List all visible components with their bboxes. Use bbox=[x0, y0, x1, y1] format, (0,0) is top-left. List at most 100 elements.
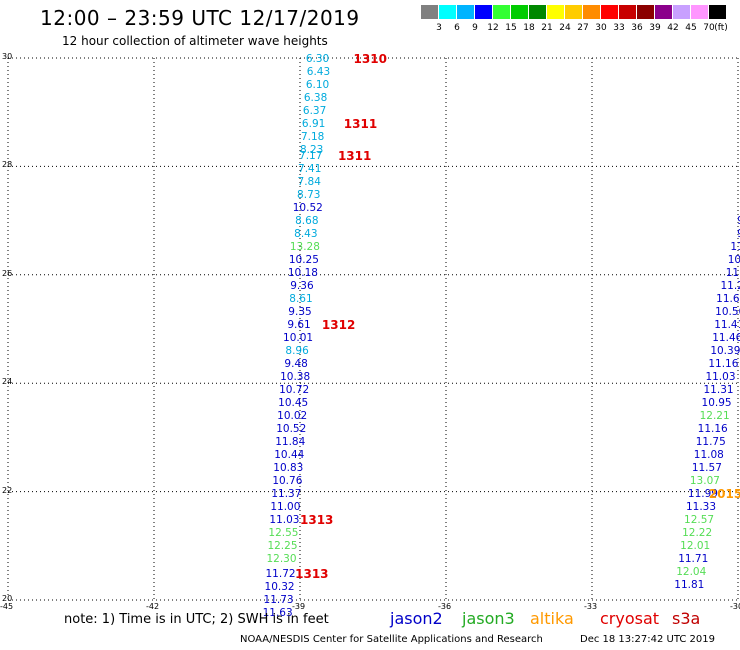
x-tick-label: -45 bbox=[0, 602, 14, 611]
wave-height-label-west: 10.18 bbox=[287, 266, 318, 279]
legend-swatch bbox=[691, 5, 708, 19]
legend-swatch bbox=[565, 5, 582, 19]
legend-swatch bbox=[439, 5, 456, 19]
pass-time-label: 1313 bbox=[300, 512, 334, 527]
legend-tick-label: 9 bbox=[472, 23, 478, 33]
wave-height-label-west: 7.17 bbox=[299, 149, 323, 162]
wave-height-label-west: 6.10 bbox=[305, 78, 330, 91]
wave-height-label-west: 10.01 bbox=[283, 331, 314, 344]
wave-height-label-west: 10.52 bbox=[276, 422, 307, 435]
legend-swatch bbox=[709, 5, 726, 19]
wave-height-label-east: 11.57 bbox=[691, 461, 722, 474]
legend-tick-label: 33 bbox=[613, 23, 625, 33]
wave-height-label-west: 11.84 bbox=[275, 435, 306, 448]
wave-height-label-west: 8.73 bbox=[297, 188, 321, 201]
wave-height-label-east: 11.16 bbox=[697, 422, 728, 435]
legend-tick-label: 24 bbox=[559, 23, 571, 33]
wave-height-label-east: 12.21 bbox=[699, 409, 730, 422]
legend-jason2: jason2 bbox=[390, 609, 443, 628]
wave-height-label-west: 6.38 bbox=[303, 91, 328, 104]
legend-swatch bbox=[529, 5, 546, 19]
wave-height-label-west: 11.72 bbox=[265, 567, 296, 580]
legend-tick-label: 15 bbox=[505, 23, 517, 33]
legend-swatch bbox=[673, 5, 690, 19]
wave-height-label-east: 11.41 bbox=[714, 318, 740, 331]
wave-height-label-west: 8.96 bbox=[285, 344, 309, 357]
legend-tick-label: 6 bbox=[454, 23, 460, 33]
wave-height-label-east: 9 bbox=[737, 215, 740, 227]
wave-height-label-east: 10. bbox=[727, 253, 740, 266]
wave-height-label-east: 11.08 bbox=[693, 448, 724, 461]
wave-height-label-west: 10.38 bbox=[280, 370, 311, 383]
legend-swatch bbox=[655, 5, 672, 19]
credit-line: NOAA/NESDIS Center for Satellite Applica… bbox=[240, 634, 543, 645]
wave-height-label-west: 12.25 bbox=[267, 539, 298, 552]
wave-height-label-west: 7.84 bbox=[297, 175, 321, 188]
wave-height-label-east: 11.75 bbox=[695, 435, 726, 448]
page-subtitle: 12 hour collection of altimeter wave hei… bbox=[62, 34, 328, 48]
legend-tick-label: 12 bbox=[487, 23, 499, 33]
wave-height-label-west: 9.48 bbox=[284, 357, 308, 370]
legend-tick-label: 21 bbox=[541, 23, 553, 33]
wave-height-label-east: 11.2 bbox=[720, 279, 740, 292]
pass-time-label: 1311 bbox=[337, 148, 372, 163]
wave-height-label-east: 11.71 bbox=[678, 552, 709, 565]
wave-height-label-east: 11.99 bbox=[687, 487, 718, 500]
wave-height-label-east: 11 bbox=[730, 240, 740, 253]
x-tick-label: -33 bbox=[584, 602, 598, 611]
wave-height-label-west: 8.43 bbox=[294, 227, 318, 240]
wave-height-label-west: 6.43 bbox=[306, 66, 331, 79]
y-tick-label: 20 bbox=[2, 594, 13, 603]
x-tick-label: -39 bbox=[292, 602, 306, 611]
wave-height-label-west: 10.83 bbox=[273, 461, 304, 474]
legend-swatch bbox=[637, 5, 654, 19]
wave-height-label-east: 11.46 bbox=[712, 331, 740, 344]
legend-tick-label: 36 bbox=[631, 23, 643, 33]
wave-height-label-west: 10.44 bbox=[274, 448, 305, 461]
wave-height-label-east: 11.03 bbox=[705, 370, 736, 383]
legend-swatch bbox=[547, 5, 564, 19]
legend-tick-label: 70 bbox=[703, 23, 715, 33]
wave-height-label-west: 8.23 bbox=[299, 143, 324, 156]
wave-height-label-west: 11.37 bbox=[271, 487, 302, 500]
wave-height-label-west: 11.03 bbox=[269, 513, 300, 526]
y-tick-label: 30 bbox=[2, 52, 13, 61]
wave-height-label-east: 10.56 bbox=[715, 305, 740, 318]
generated-timestamp: Dec 18 13:27:42 UTC 2019 bbox=[580, 634, 715, 645]
wave-height-label-east: 12.04 bbox=[676, 565, 707, 578]
wave-height-label-west: 7.18 bbox=[300, 130, 325, 143]
y-tick-label: 24 bbox=[2, 377, 13, 387]
legend-tick-label: 27 bbox=[577, 23, 589, 33]
wave-height-label-east: 11.33 bbox=[685, 500, 717, 513]
wave-height-label-west: 9.36 bbox=[290, 279, 314, 292]
legend-tick-label: 30 bbox=[595, 23, 607, 33]
legend-tick-label: 42 bbox=[667, 23, 679, 33]
pass-time-label: 1313 bbox=[295, 566, 329, 581]
wave-height-label-west: 6.37 bbox=[302, 104, 327, 117]
legend-unit: (ft) bbox=[714, 23, 728, 33]
wave-height-label-west: 7.41 bbox=[298, 162, 322, 175]
wave-height-label-east: 10.39 bbox=[710, 344, 740, 357]
wave-height-label-west: 10.25 bbox=[288, 253, 319, 266]
legend-tick-label: 39 bbox=[649, 23, 661, 33]
legend-tick-label: 45 bbox=[685, 23, 697, 33]
wave-height-label-west: 6.30 bbox=[305, 53, 330, 66]
wave-height-label-east: 11.81 bbox=[674, 578, 705, 591]
pass-time-label-altika: 2015 bbox=[708, 486, 740, 501]
wave-height-label-west: 11.00 bbox=[270, 500, 301, 513]
wave-height-label-west: 11.63 bbox=[262, 607, 293, 619]
x-tick-label: -42 bbox=[146, 602, 160, 611]
y-tick-label: 28 bbox=[2, 160, 13, 170]
wave-height-label-east: 11.64 bbox=[716, 292, 740, 305]
y-tick-label: 26 bbox=[2, 268, 13, 278]
legend-swatch bbox=[457, 5, 474, 19]
pass-time-label: 1311 bbox=[343, 116, 378, 131]
wave-height-label-west: 9.35 bbox=[288, 305, 312, 318]
wave-height-label-east: 12.01 bbox=[680, 539, 711, 552]
wave-height-label-west: 12.30 bbox=[266, 552, 297, 565]
wave-height-label-west: 8.61 bbox=[289, 292, 313, 305]
legend-tick-label: 3 bbox=[436, 23, 442, 33]
wave-height-label-west: 12.55 bbox=[268, 526, 299, 539]
